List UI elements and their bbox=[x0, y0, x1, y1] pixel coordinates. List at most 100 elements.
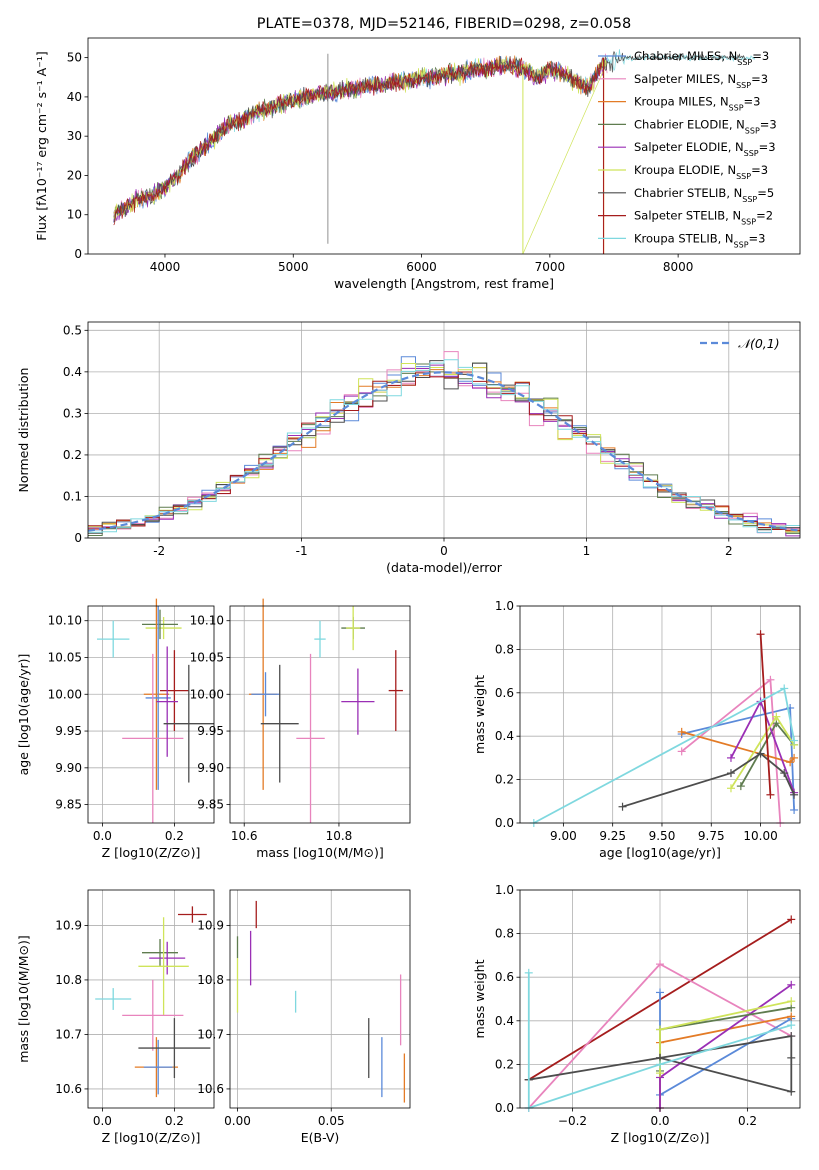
x-axis-label: Z [log10(Z/Z⊙)] bbox=[611, 1130, 710, 1145]
x-tick-label: 0.0 bbox=[650, 1114, 669, 1128]
y-tick-label: 0.4 bbox=[495, 1014, 514, 1028]
x-tick-label: 0.0 bbox=[93, 829, 112, 843]
y-tick-label: 0.6 bbox=[495, 686, 514, 700]
legend-entry: Salpeter STELIB, NSSP=2 bbox=[634, 209, 773, 227]
y-axis-label: mass [log10(M/M⊙)] bbox=[16, 935, 31, 1063]
y-tick-label: 0.0 bbox=[495, 1101, 514, 1115]
legend-entry: Chabrier STELIB, NSSP=5 bbox=[634, 186, 774, 204]
axes-frame bbox=[87, 605, 215, 824]
x-tick-label: 0.2 bbox=[165, 829, 184, 843]
y-tick-label: 10.6 bbox=[197, 1082, 224, 1096]
axes-spectrum: 4000 5000 6000 7000 8000 0 10 20 30 40 50 wavelengt… bbox=[34, 16, 801, 291]
y-axis-label: mass weight bbox=[472, 675, 487, 754]
y-tick-label: 0.8 bbox=[495, 927, 514, 941]
x-tick-label: -1 bbox=[296, 544, 308, 558]
y-tick-label: 0.4 bbox=[495, 729, 514, 743]
y-tick-label: 9.90 bbox=[197, 761, 224, 775]
y-tick-label: 9.95 bbox=[55, 724, 82, 738]
x-tick-label: 0.2 bbox=[165, 1114, 184, 1128]
x-tick-label: −0.2 bbox=[558, 1114, 587, 1128]
x-tick-label: 9.25 bbox=[599, 829, 626, 843]
axes-weights_vs_Z: −0.2 0.0 0.2 0.0 0.2 0.4 0.6 0.8 1.0 Z [log10(Z/Z… bbox=[472, 883, 801, 1145]
x-tick-label: 10.6 bbox=[231, 829, 258, 843]
axes-mass_vs_Z: 0.0 0.2 10.6 10.7 10.8 10.9 Z [log10(Z/Z⊙)] mas… bbox=[16, 889, 215, 1145]
axes-age_vs_mass: 10.6 10.8 9.85 9.90 9.95 10.00 10.05 10.10 mass … bbox=[190, 598, 411, 860]
x-tick-label: -2 bbox=[153, 544, 165, 558]
y-tick-label: 30 bbox=[67, 129, 82, 143]
y-tick-label: 10.8 bbox=[55, 973, 82, 987]
axes-frame bbox=[87, 37, 801, 255]
x-tick-label: 0.00 bbox=[224, 1114, 251, 1128]
x-tick-label: 9.00 bbox=[550, 829, 577, 843]
y-axis-label: mass weight bbox=[472, 959, 487, 1038]
x-axis-label: wavelength [Angstrom, rest frame] bbox=[334, 276, 554, 291]
x-tick-label: 9.75 bbox=[698, 829, 725, 843]
y-tick-label: 9.85 bbox=[55, 798, 82, 812]
y-tick-label: 0.8 bbox=[495, 642, 514, 656]
x-tick-label: 8000 bbox=[663, 260, 694, 274]
x-tick-label: 0.0 bbox=[93, 1114, 112, 1128]
spectrum-series-line bbox=[113, 56, 604, 223]
weight-series-line bbox=[659, 992, 792, 1097]
y-tick-label: 10.8 bbox=[197, 973, 224, 987]
y-tick-label: 0.2 bbox=[495, 1057, 514, 1071]
y-tick-label: 10.00 bbox=[48, 687, 82, 701]
normal-curve bbox=[87, 371, 801, 532]
x-tick-label: 0.05 bbox=[318, 1114, 345, 1128]
y-tick-label: 0.5 bbox=[63, 323, 82, 337]
y-tick-label: 10.10 bbox=[48, 614, 82, 628]
y-tick-label: 0.0 bbox=[495, 816, 514, 830]
legend-entry: Salpeter ELODIE, NSSP=3 bbox=[634, 140, 776, 158]
y-tick-label: 0 bbox=[74, 531, 82, 545]
x-tick-label: 4000 bbox=[150, 260, 181, 274]
x-axis-label: (data-model)/error bbox=[386, 560, 503, 575]
weight-series-line bbox=[759, 634, 772, 795]
spectrum-lines bbox=[113, 49, 756, 254]
y-tick-label: 10.05 bbox=[48, 650, 82, 664]
y-tick-label: 20 bbox=[67, 168, 82, 182]
legend-entry: Kroupa MILES, NSSP=3 bbox=[634, 95, 760, 113]
y-tick-label: 1.0 bbox=[495, 883, 514, 897]
x-tick-label: 9.50 bbox=[649, 829, 676, 843]
y-tick-label: 0.3 bbox=[63, 406, 82, 420]
y-tick-label: 10.00 bbox=[190, 687, 224, 701]
y-tick-label: 0.2 bbox=[495, 773, 514, 787]
x-tick-label: 10.8 bbox=[326, 829, 353, 843]
x-tick-label: 10.00 bbox=[743, 829, 777, 843]
axes-residuals: -2 -1 0 1 2 0 0.1 0.2 0.3 0.4 0.5 (data-model)/erro… bbox=[16, 321, 801, 575]
y-tick-label: 0 bbox=[74, 247, 82, 261]
y-tick-label: 10.9 bbox=[55, 918, 82, 932]
x-axis-label: age [log10(age/yr)] bbox=[599, 845, 721, 860]
legend-entry: Salpeter MILES, NSSP=3 bbox=[634, 72, 768, 90]
axes-frame bbox=[87, 889, 215, 1109]
legend-entry: Kroupa ELODIE, NSSP=3 bbox=[634, 163, 768, 181]
y-tick-label: 10.10 bbox=[190, 614, 224, 628]
y-tick-label: 50 bbox=[67, 51, 82, 65]
axes-mass_vs_EBV: 0.00 0.05 10.6 10.7 10.8 10.9 E(B-V) bbox=[197, 889, 411, 1145]
y-tick-label: 0.1 bbox=[63, 489, 82, 503]
axes-frame bbox=[229, 889, 411, 1109]
x-tick-label: 1 bbox=[583, 544, 591, 558]
x-tick-label: 5000 bbox=[278, 260, 309, 274]
y-tick-label: 10 bbox=[67, 208, 82, 222]
y-tick-label: 0.4 bbox=[63, 365, 82, 379]
y-axis-label: Normed distribution bbox=[16, 368, 31, 493]
y-tick-label: 40 bbox=[67, 90, 82, 104]
axes-age_vs_Z: 0.0 0.2 9.85 9.90 9.95 10.00 10.05 10.10 Z [log1… bbox=[16, 598, 215, 860]
x-tick-label: 6000 bbox=[406, 260, 437, 274]
y-tick-label: 9.90 bbox=[55, 761, 82, 775]
y-tick-label: 1.0 bbox=[495, 599, 514, 613]
y-tick-label: 9.85 bbox=[197, 798, 224, 812]
chart-title: PLATE=0378, MJD=52146, FIBERID=0298, z=0… bbox=[257, 16, 631, 32]
y-axis-label: Flux [fλ10⁻¹⁷ erg cm⁻² s⁻¹ A⁻¹] bbox=[34, 51, 49, 240]
y-axis-label: age [log10(age/yr)] bbox=[16, 654, 31, 776]
legend-entry: Kroupa STELIB, NSSP=3 bbox=[634, 231, 765, 249]
axes-frame bbox=[519, 605, 801, 824]
x-tick-label: 2 bbox=[725, 544, 733, 558]
legend: Chabrier MILES, NSSP=3 Salpeter MILES, NS… bbox=[598, 49, 777, 249]
y-tick-label: 10.6 bbox=[55, 1082, 82, 1096]
x-axis-label: Z [log10(Z/Z⊙)] bbox=[102, 845, 201, 860]
legend-entry: Chabrier ELODIE, NSSP=3 bbox=[634, 117, 777, 135]
x-tick-label: 7000 bbox=[535, 260, 566, 274]
